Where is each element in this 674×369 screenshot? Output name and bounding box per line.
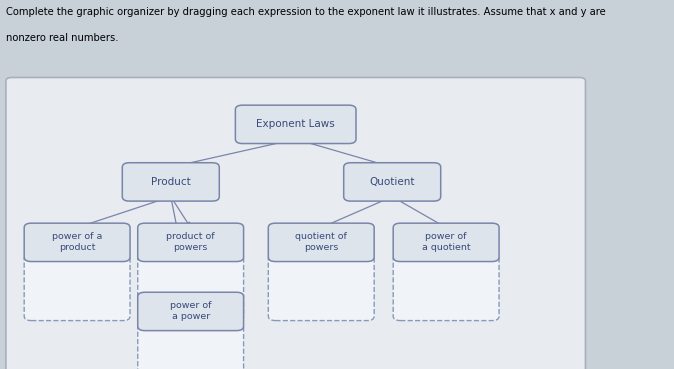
- Text: Exponent Laws: Exponent Laws: [256, 119, 335, 130]
- FancyBboxPatch shape: [24, 255, 130, 321]
- FancyBboxPatch shape: [268, 223, 374, 262]
- FancyBboxPatch shape: [137, 324, 243, 369]
- FancyBboxPatch shape: [137, 292, 243, 331]
- FancyBboxPatch shape: [6, 77, 586, 369]
- Text: nonzero real numbers.: nonzero real numbers.: [6, 33, 119, 43]
- FancyBboxPatch shape: [268, 255, 374, 321]
- Text: Product: Product: [151, 177, 191, 187]
- FancyBboxPatch shape: [393, 255, 499, 321]
- FancyBboxPatch shape: [393, 223, 499, 262]
- Text: power of a
product: power of a product: [52, 232, 102, 252]
- FancyBboxPatch shape: [137, 255, 243, 321]
- FancyBboxPatch shape: [235, 105, 356, 144]
- Text: quotient of
powers: quotient of powers: [295, 232, 347, 252]
- Text: power of
a quotient: power of a quotient: [422, 232, 470, 252]
- Text: power of
a power: power of a power: [170, 301, 212, 321]
- Text: product of
powers: product of powers: [166, 232, 215, 252]
- FancyBboxPatch shape: [122, 163, 219, 201]
- FancyBboxPatch shape: [137, 223, 243, 262]
- Text: Complete the graphic organizer by dragging each expression to the exponent law i: Complete the graphic organizer by draggi…: [6, 7, 606, 17]
- FancyBboxPatch shape: [344, 163, 441, 201]
- FancyBboxPatch shape: [24, 223, 130, 262]
- Text: Quotient: Quotient: [369, 177, 415, 187]
